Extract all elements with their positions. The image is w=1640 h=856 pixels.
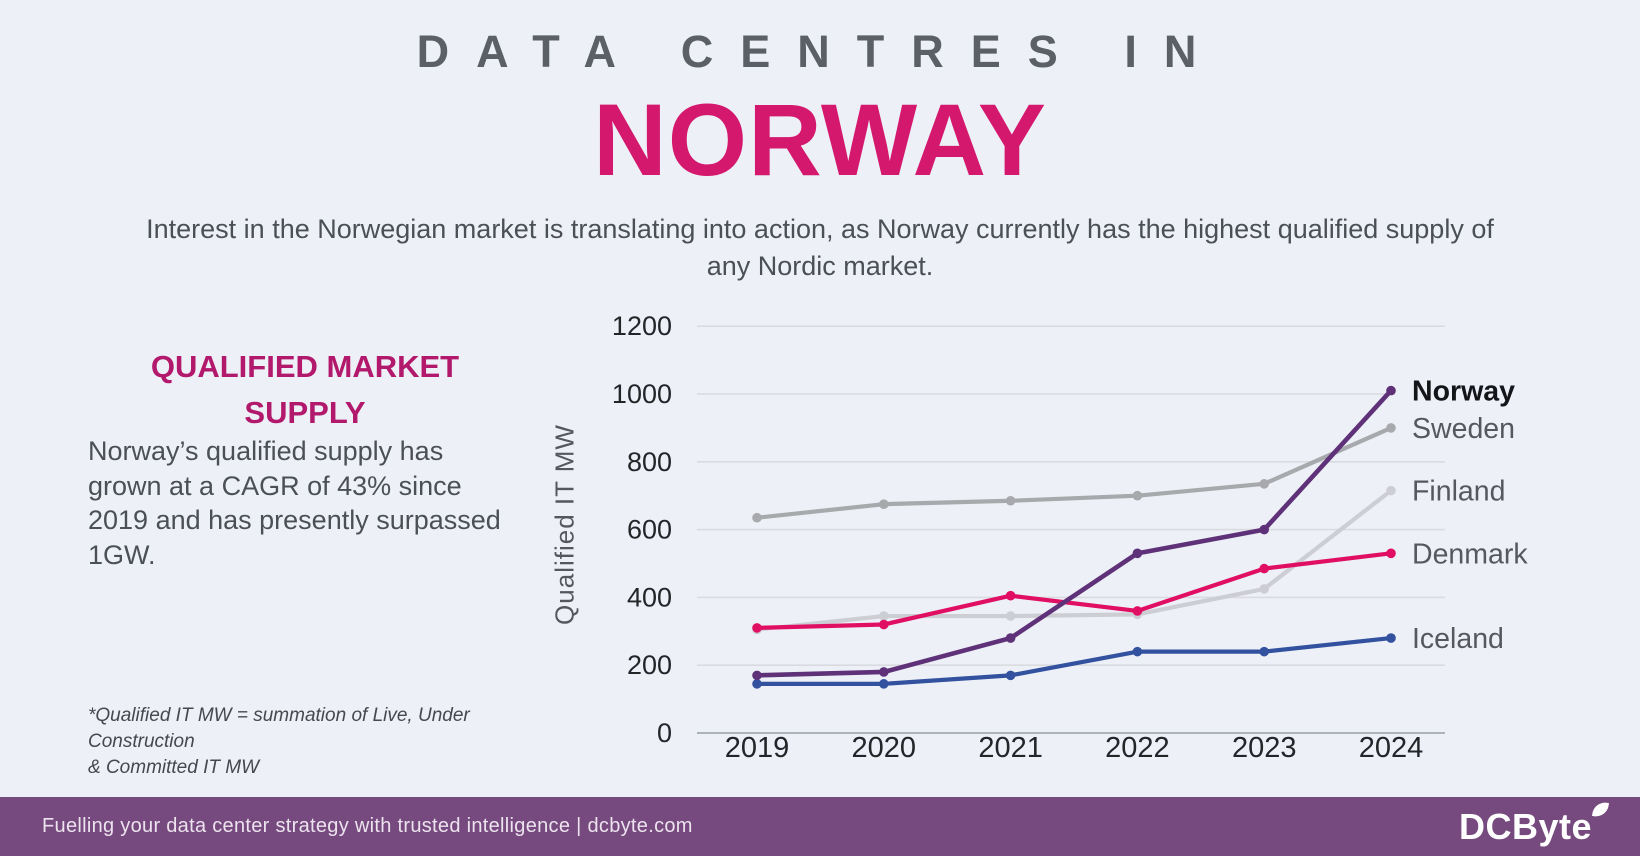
dcbyte-logo-text: DCByte — [1458, 806, 1592, 847]
y-tick-label-800: 800 — [627, 447, 672, 477]
leaf-icon — [1592, 801, 1609, 818]
series-point-iceland-2024 — [1386, 633, 1396, 643]
x-tick-label-2024: 2024 — [1359, 732, 1424, 760]
footer-bar: Fuelling your data center strategy with … — [0, 797, 1640, 856]
series-point-finland-2021 — [1005, 611, 1016, 621]
x-tick-label-2021: 2021 — [978, 732, 1043, 760]
x-tick-label-2022: 2022 — [1105, 732, 1170, 760]
y-tick-label-1000: 1000 — [612, 379, 672, 409]
line-chart: 0 200 400 600 800 1000 1200 2019 2020 2021 2022 202… — [540, 280, 1640, 760]
y-tick-label-400: 400 — [627, 582, 672, 612]
series-line-finland — [754, 488, 1394, 632]
page-subtitle: Interest in the Norwegian market is tran… — [146, 214, 1494, 281]
section-body-text: Norway’s qualified supply has grown at a… — [88, 436, 501, 570]
series-point-sweden-2024 — [1386, 423, 1396, 433]
series-point-sweden-2022 — [1132, 490, 1143, 501]
page-title-kicker: DATA CENTRES IN — [416, 26, 1224, 77]
series-line-denmark — [754, 551, 1394, 631]
series-point-denmark-2023 — [1259, 563, 1269, 574]
series-point-sweden-2021 — [1005, 495, 1016, 506]
series-point-norway-2024 — [1386, 385, 1396, 396]
series-point-norway-2021 — [1005, 633, 1016, 643]
y-tick-label-200: 200 — [627, 650, 672, 680]
series-point-denmark-2022 — [1132, 606, 1143, 616]
page-title: NORWAY — [593, 83, 1047, 197]
legend-label-iceland: Iceland — [1412, 623, 1504, 655]
series-point-denmark-2020 — [879, 619, 889, 630]
legend-label-finland: Finland — [1412, 476, 1505, 508]
series-point-norway-2020 — [879, 667, 889, 677]
series-point-finland-2024 — [1386, 485, 1396, 496]
series-point-iceland-2022 — [1132, 646, 1143, 657]
series-point-norway-2022 — [1132, 548, 1143, 559]
legend-label-sweden: Sweden — [1412, 413, 1515, 445]
y-tick-label-600: 600 — [627, 515, 672, 545]
series-point-iceland-2021 — [1005, 670, 1016, 681]
series-point-norway-2019 — [752, 670, 762, 681]
x-tick-label-2023: 2023 — [1232, 732, 1297, 760]
series-point-denmark-2021 — [1005, 590, 1016, 601]
series-line-norway — [754, 388, 1394, 678]
y-tick-label-1200: 1200 — [612, 311, 672, 341]
dcbyte-logo: DCByte — [1458, 801, 1609, 850]
series-line-sweden — [754, 425, 1394, 520]
series-line-iceland — [754, 635, 1394, 686]
series-point-sweden-2020 — [879, 499, 889, 509]
x-tick-label-2019: 2019 — [725, 732, 790, 760]
series-point-finland-2020 — [879, 611, 889, 621]
x-tick-label-2020: 2020 — [852, 732, 917, 760]
series-point-norway-2023 — [1259, 524, 1269, 535]
series-point-finland-2023 — [1259, 584, 1269, 594]
legend-label-norway: Norway — [1412, 376, 1515, 408]
series-point-denmark-2024 — [1386, 548, 1396, 559]
series-point-denmark-2019 — [752, 623, 762, 633]
footer-tagline: Fuelling your data center strategy with … — [42, 815, 693, 837]
chart-footnote: *Qualified IT MW = summation of Live, Un… — [88, 705, 470, 778]
series-point-sweden-2019 — [752, 512, 762, 523]
series-point-iceland-2020 — [879, 679, 889, 689]
legend-label-denmark: Denmark — [1412, 538, 1528, 570]
series-point-sweden-2023 — [1259, 479, 1269, 489]
series-point-iceland-2019 — [752, 679, 762, 689]
y-tick-label-0: 0 — [657, 718, 672, 748]
series-point-iceland-2023 — [1259, 646, 1269, 657]
line-chart-canvas: 0 200 400 600 800 1000 1200 2019 2020 2021 2022 202… — [612, 311, 1528, 760]
section-heading: QUALIFIED MARKET SUPPLY — [150, 349, 460, 430]
